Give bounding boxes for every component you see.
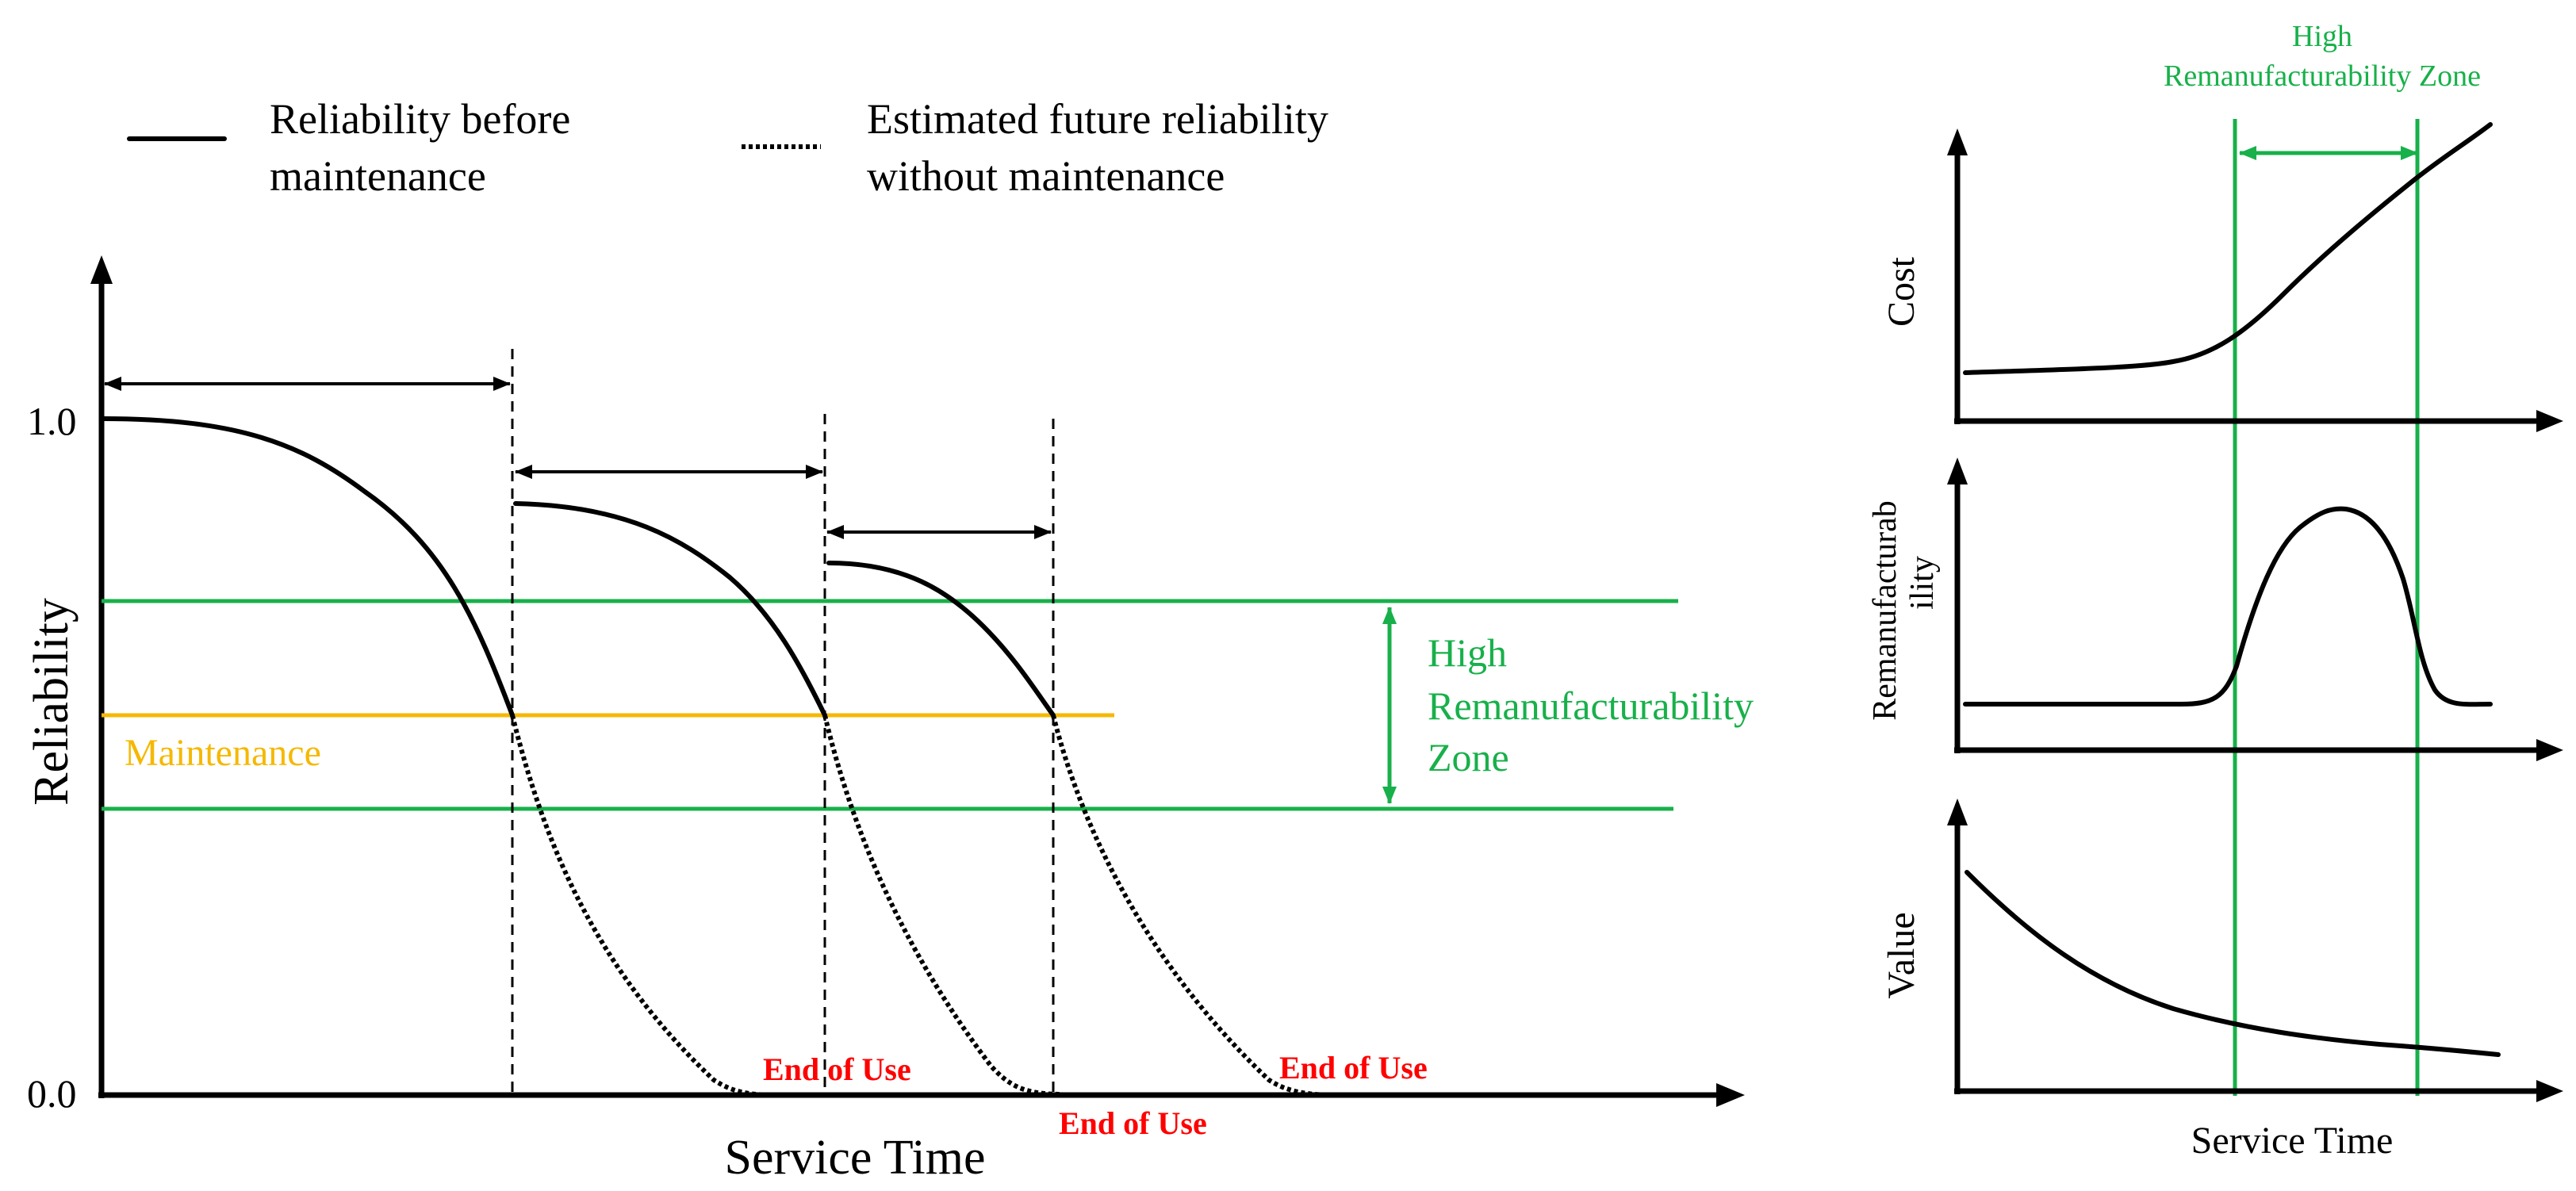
remanufacturability-panel: Remanufacturab ility [1867,458,2563,761]
value-curve [1965,870,2501,1057]
tick-label-bottom: 0.0 [27,1071,77,1116]
estimated-curve-1 [510,714,778,1097]
legend-dotted-label-line1: Estimated future reliability [867,95,1328,143]
cost-axis-label: Cost [1880,256,1922,327]
reman-x-axis-arrowhead [2536,739,2563,761]
value-x-axis-arrowhead [2536,1080,2563,1102]
reliability-curve-2 [513,501,827,718]
cost-y-axis-arrowhead [1947,128,1968,155]
main-y-axis-arrowhead [90,255,113,284]
side-x-axis-label: Service Time [2191,1120,2394,1162]
reman-y-axis-arrowhead [1947,458,1968,484]
side-panels: High Remanufacturability Zone Cost Reman… [1867,20,2563,1162]
zone-label-line2: Remanufacturability [1428,684,1754,728]
reman-axis-label-line2: ility [1904,556,1941,610]
value-panel: Value Service Time [1880,798,2563,1162]
end-of-use-label-2: End of Use [1059,1105,1207,1141]
main-plot: 1.0 0.0 Reliability Service Time High Re… [25,255,1754,1185]
main-x-axis-arrowhead [1716,1083,1745,1107]
value-y-axis-arrowhead [1947,798,1968,825]
cost-x-axis-arrowhead [2536,410,2563,432]
legend-solid-label-line2: maintenance [270,152,486,200]
maintenance-label: Maintenance [125,732,321,774]
end-of-use-label-1: End of Use [763,1051,911,1087]
value-axis-label: Value [1880,912,1922,998]
legend-dotted-label-line2: without maintenance [867,152,1225,200]
main-x-axis-label: Service Time [725,1131,986,1185]
estimated-curve-2 [822,714,1064,1097]
side-zone-label-line2: Remanufacturability Zone [2164,59,2481,93]
tick-label-top: 1.0 [27,399,77,443]
reman-axis-label-line1: Remanufacturab [1867,500,1903,721]
reliability-curve-1 [101,416,515,718]
side-zone-label-line1: High [2292,20,2352,53]
end-of-use-label-3: End of Use [1279,1050,1428,1086]
main-y-axis-label: Reliability [25,598,79,806]
estimated-curve-3 [1051,714,1341,1097]
zone-label-line3: Zone [1428,735,1509,779]
remanufacturability-curve [1963,506,2493,707]
reliability-curve-3 [826,561,1056,718]
cost-curve [1963,122,2493,375]
cost-panel: Cost [1880,122,2563,432]
legend-solid-label-line1: Reliability before [270,95,570,143]
zone-label-line1: High [1428,630,1507,675]
legend: Reliability before maintenance Estimated… [127,95,1328,200]
